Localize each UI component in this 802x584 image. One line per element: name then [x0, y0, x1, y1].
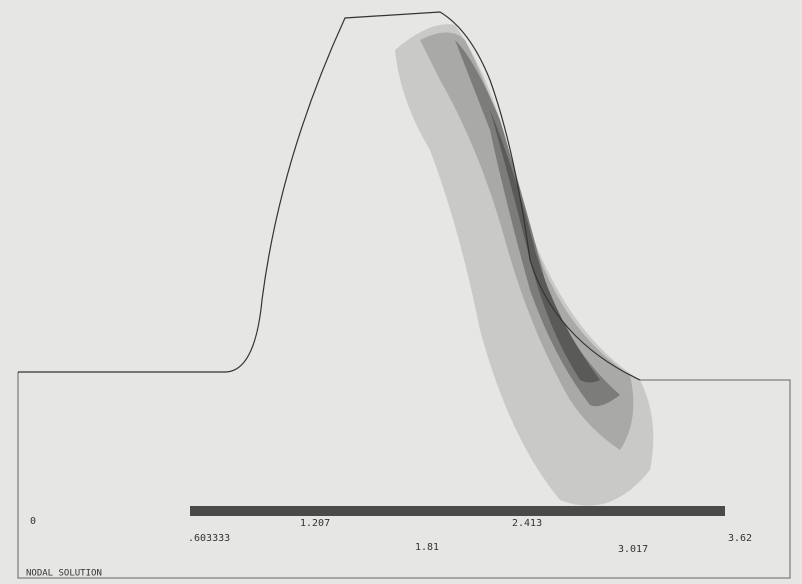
- color-bar: [190, 506, 725, 516]
- legend-label: 1.207: [300, 518, 330, 529]
- legend-label: 2.413: [512, 518, 542, 529]
- legend-label: 0: [30, 516, 36, 527]
- legend-label: .603333: [188, 533, 230, 544]
- base-frame: [17, 372, 791, 579]
- tooth-outline: [18, 11, 641, 381]
- legend-label: 1.81: [415, 542, 439, 553]
- legend-label: 3.017: [618, 544, 648, 555]
- legend-label: 3.62: [728, 533, 752, 544]
- caption: NODAL SOLUTION: [26, 569, 102, 579]
